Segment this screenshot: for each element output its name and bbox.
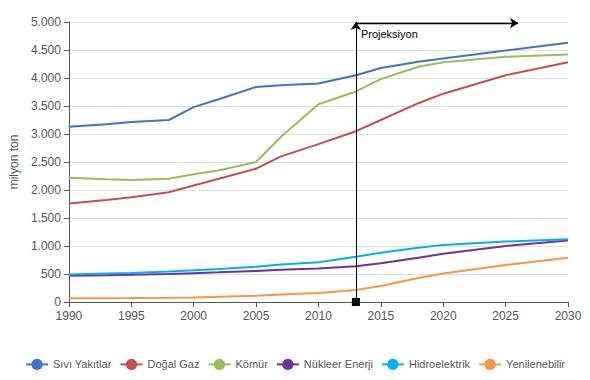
svg-text:3.500: 3.500 xyxy=(31,99,61,113)
svg-text:1990: 1990 xyxy=(56,309,83,323)
svg-text:Nükleer Enerji: Nükleer Enerji xyxy=(304,358,373,370)
svg-text:2025: 2025 xyxy=(492,309,519,323)
svg-text:milyon ton: milyon ton xyxy=(7,135,21,190)
svg-text:Yenilenebilir: Yenilenebilir xyxy=(506,358,565,370)
svg-text:2030: 2030 xyxy=(555,309,582,323)
svg-text:Hidroelektrik: Hidroelektrik xyxy=(409,358,471,370)
svg-text:2000: 2000 xyxy=(180,309,207,323)
svg-text:Sıvı Yakıtlar: Sıvı Yakıtlar xyxy=(53,358,112,370)
svg-text:1.500: 1.500 xyxy=(31,211,61,225)
svg-text:2020: 2020 xyxy=(430,309,457,323)
svg-text:5.000: 5.000 xyxy=(31,15,61,29)
svg-text:3.000: 3.000 xyxy=(31,127,61,141)
svg-text:Kömür: Kömür xyxy=(235,358,268,370)
svg-text:4.500: 4.500 xyxy=(31,43,61,57)
svg-text:Projeksiyon: Projeksiyon xyxy=(361,28,418,40)
svg-text:2010: 2010 xyxy=(305,309,332,323)
svg-text:2015: 2015 xyxy=(367,309,394,323)
svg-text:4.000: 4.000 xyxy=(31,71,61,85)
svg-text:2.000: 2.000 xyxy=(31,183,61,197)
svg-text:Doğal Gaz: Doğal Gaz xyxy=(147,358,199,370)
svg-text:1.000: 1.000 xyxy=(31,239,61,253)
svg-text:2.500: 2.500 xyxy=(31,155,61,169)
svg-text:0: 0 xyxy=(54,295,61,309)
svg-text:2005: 2005 xyxy=(243,309,270,323)
svg-text:1995: 1995 xyxy=(118,309,145,323)
svg-text:500: 500 xyxy=(41,267,61,281)
